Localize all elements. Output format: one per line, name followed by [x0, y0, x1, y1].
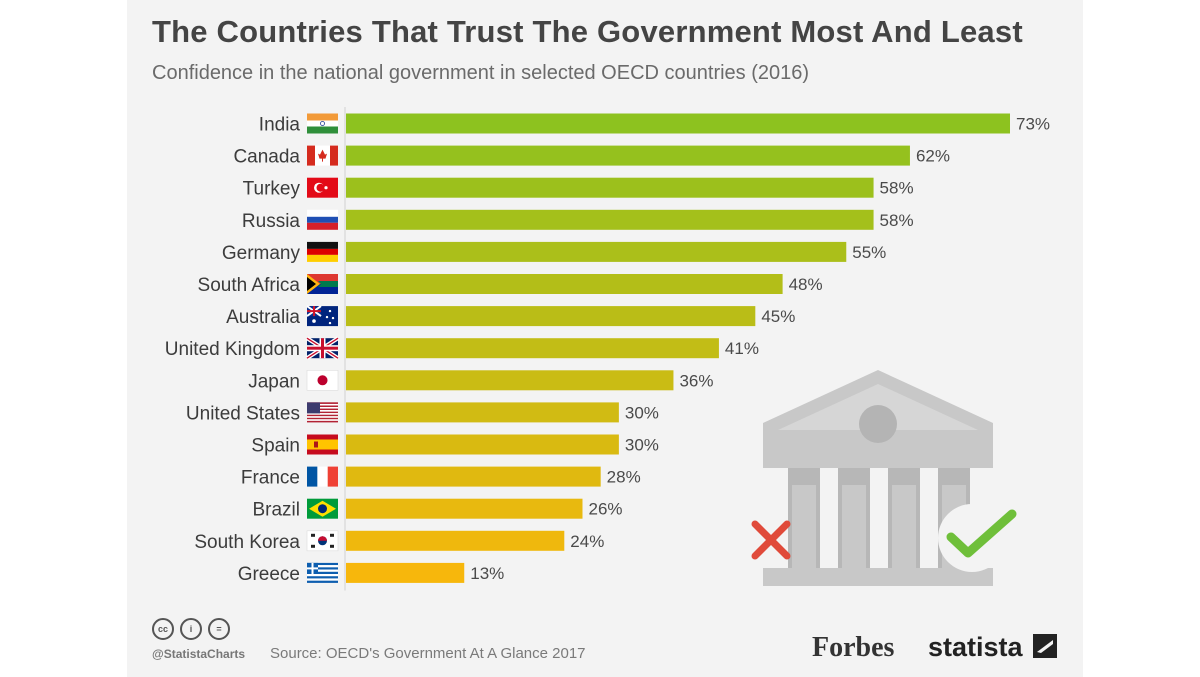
value-label: 58% — [880, 179, 914, 198]
category-label: Russia — [242, 211, 301, 232]
building-emblem — [859, 405, 897, 443]
germany-flag-icon — [307, 241, 338, 262]
value-label: 36% — [679, 371, 713, 390]
turkey-flag-icon — [307, 177, 338, 198]
category-label: France — [241, 468, 300, 489]
value-label: 55% — [852, 243, 886, 262]
usa-flag-icon — [307, 402, 338, 423]
value-label: 28% — [607, 468, 641, 487]
canada-flag-icon — [307, 145, 338, 166]
bar — [346, 241, 847, 262]
value-label: 13% — [470, 564, 504, 583]
france-flag-icon — [307, 466, 338, 487]
value-label: 62% — [916, 147, 950, 166]
bar — [346, 530, 565, 551]
brazil-flag-icon — [307, 498, 338, 519]
category-label: Greece — [238, 564, 300, 585]
russia-flag-icon — [307, 209, 338, 230]
category-label: Brazil — [252, 500, 300, 521]
category-label: United Kingdom — [165, 339, 300, 360]
cross-icon — [751, 520, 791, 560]
statista-logo: statista — [928, 632, 1023, 662]
uk-flag-icon — [305, 336, 340, 360]
category-label: Germany — [222, 243, 301, 264]
chart-subtitle: Confidence in the national government in… — [152, 62, 810, 84]
value-label: 26% — [588, 500, 622, 519]
bar — [346, 306, 756, 327]
category-label: Japan — [248, 371, 300, 392]
bar — [346, 370, 674, 391]
bar — [346, 209, 874, 230]
bar — [346, 338, 719, 359]
category-label: Spain — [251, 436, 300, 457]
category-label: Australia — [226, 307, 300, 328]
forbes-logo: Forbes — [812, 632, 895, 663]
bar — [346, 402, 619, 423]
bar — [346, 145, 910, 166]
value-label: 30% — [625, 436, 659, 455]
bar — [346, 177, 874, 198]
category-label: South Africa — [198, 275, 301, 296]
bar — [346, 113, 1010, 134]
chart-title: The Countries That Trust The Government … — [152, 14, 1023, 49]
value-label: 30% — [625, 403, 659, 422]
south-korea-flag-icon — [306, 530, 339, 552]
bar — [346, 562, 465, 583]
value-label: 41% — [725, 339, 759, 358]
bar — [346, 498, 583, 519]
category-label: Canada — [233, 147, 300, 168]
category-label: South Korea — [194, 532, 300, 553]
building-base — [763, 568, 993, 586]
attribution-icon: i — [180, 618, 202, 640]
category-label: India — [259, 115, 301, 136]
category-label: Turkey — [243, 179, 301, 200]
no-derivatives-icon: = — [208, 618, 230, 640]
india-flag-icon — [307, 113, 338, 134]
bar — [346, 466, 601, 487]
australia-flag-icon — [306, 305, 338, 327]
value-label: 58% — [880, 211, 914, 230]
license-icons: cc i = — [152, 618, 230, 640]
checkmark-icon — [938, 504, 1017, 572]
value-label: 48% — [789, 275, 823, 294]
statista-handle: @StatistaCharts — [152, 647, 246, 661]
statista-mark-icon — [1033, 634, 1057, 658]
category-label: United States — [186, 403, 300, 424]
japan-flag-icon — [306, 369, 339, 391]
source-note: Source: OECD's Government At A Glance 20… — [270, 645, 586, 662]
greece-flag-icon — [307, 562, 338, 583]
value-label: 73% — [1016, 115, 1050, 134]
south-africa-flag-icon — [307, 274, 338, 294]
value-label: 24% — [570, 532, 604, 551]
value-label: 45% — [761, 307, 795, 326]
bar — [346, 274, 783, 294]
spain-flag-icon — [307, 434, 338, 455]
creative-commons-icon: cc — [152, 618, 174, 640]
bar — [346, 434, 619, 455]
